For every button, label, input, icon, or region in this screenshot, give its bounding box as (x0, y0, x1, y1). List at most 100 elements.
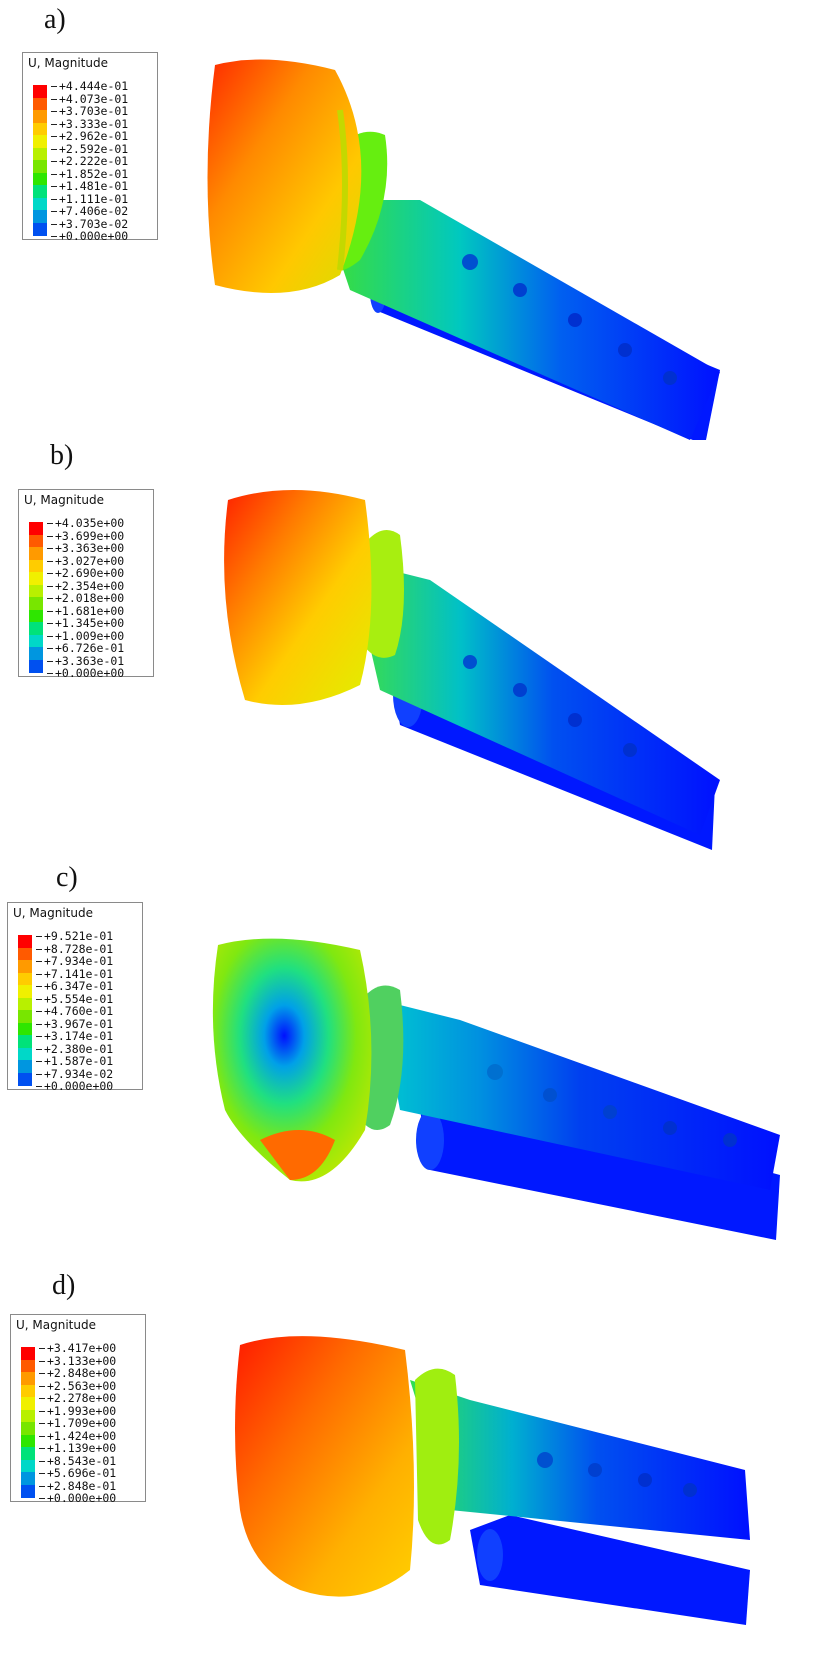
legend-color-band (18, 1060, 32, 1073)
tibial-implant-model (212, 938, 780, 1240)
legend-color-band (29, 572, 43, 585)
panel-label: a) (44, 4, 66, 35)
legend-value-label: +6.347e-01 (36, 980, 113, 992)
legend-color-band (18, 1022, 32, 1036)
legend-colorbar (33, 85, 47, 236)
panel-label: b) (50, 440, 74, 471)
legend-value-label: +0.000e+00 (39, 1492, 116, 1504)
legend-value-label: +2.848e+00 (39, 1367, 116, 1379)
legend-color-band (29, 634, 43, 648)
legend-value-label: +1.424e+00 (39, 1430, 116, 1442)
legend-color-band (33, 197, 47, 211)
legend-color-band (33, 222, 47, 236)
legend-color-band (33, 172, 47, 186)
legend-color-band (33, 160, 47, 173)
legend-color-band (29, 584, 43, 598)
legend-colorbar (18, 935, 32, 1086)
legend-color-band (18, 1010, 32, 1023)
legend-value-label: +1.139e+00 (39, 1442, 116, 1454)
legend-value-label: +0.000e+00 (51, 230, 128, 242)
tibial-implant-model (235, 1336, 750, 1625)
legend-value-label: +4.073e-01 (51, 93, 128, 105)
legend-value-label: +7.934e-01 (36, 955, 113, 967)
legend-value-label: +4.035e+00 (47, 517, 124, 529)
legend-color-band (29, 597, 43, 610)
legend-color-band (18, 960, 32, 973)
legend-color-band (33, 97, 47, 111)
legend-value-label: +2.563e+00 (39, 1380, 116, 1392)
legend-color-band (33, 110, 47, 123)
legend-value-label: +9.521e-01 (36, 930, 113, 942)
legend-color-band (29, 647, 43, 660)
legend-value-label: +2.690e+00 (47, 567, 124, 579)
legend-color-band (21, 1359, 35, 1373)
legend-color-band (18, 1047, 32, 1061)
legend-value-label: +2.592e-01 (51, 143, 128, 155)
legend-value-label: +3.027e+00 (47, 555, 124, 567)
legend-value-label: +1.587e-01 (36, 1055, 113, 1067)
legend-color-band (33, 135, 47, 148)
legend-value-label: +1.111e-01 (51, 193, 128, 205)
legend-color-band (21, 1347, 35, 1360)
legend-color-band (18, 997, 32, 1011)
legend-value-label: +0.000e+00 (47, 667, 124, 679)
legend-color-band (18, 972, 32, 986)
legend-color-band (21, 1434, 35, 1448)
legend-value-label: +1.009e+00 (47, 630, 124, 642)
legend-value-label: +6.726e-01 (47, 642, 124, 654)
legend-color-band (29, 609, 43, 623)
color-legend: U, Magnitude +4.035e+00 +3.699e+00 +3.363e… (18, 489, 154, 679)
color-legend: U, Magnitude +4.444e-01 +4.073e-01 +3.703e… (22, 52, 158, 242)
legend-color-band (33, 147, 47, 161)
legend-color-band (33, 122, 47, 136)
legend-value-label: +2.962e-01 (51, 130, 128, 142)
legend-value-label: +5.554e-01 (36, 993, 113, 1005)
legend-title: U, Magnitude (16, 1318, 96, 1332)
legend-color-band (29, 534, 43, 548)
panel-c: c) U, Magnitude +9.521e-01 +8.728e-01 +7.9… (0, 860, 829, 1270)
legend-value-label: +7.141e-01 (36, 968, 113, 980)
legend-color-band (18, 947, 32, 961)
legend-value-label: +3.363e-01 (47, 655, 124, 667)
legend-value-label: +8.543e-01 (39, 1455, 116, 1467)
legend-color-band (29, 659, 43, 673)
legend-color-band (18, 1035, 32, 1048)
legend-value-label: +2.278e+00 (39, 1392, 116, 1404)
legend-color-band (29, 559, 43, 573)
legend-color-band (21, 1372, 35, 1385)
legend-color-band (21, 1459, 35, 1473)
legend-color-band (29, 622, 43, 635)
legend-value-label: +3.174e-01 (36, 1030, 113, 1042)
legend-title: U, Magnitude (24, 493, 104, 507)
legend-color-band (33, 210, 47, 223)
legend-color-band (18, 935, 32, 948)
legend-value-label: +2.018e+00 (47, 592, 124, 604)
legend-value-label: +3.133e+00 (39, 1355, 116, 1367)
legend-value-label: +1.681e+00 (47, 605, 124, 617)
legend-color-band (21, 1484, 35, 1498)
legend-value-label: +3.333e-01 (51, 118, 128, 130)
legend-value-label: +2.380e-01 (36, 1043, 113, 1055)
panel-a: a) U, Magnitude +4.444e-01 +4.073e-01 +3.7… (0, 0, 829, 440)
legend-color-band (18, 1072, 32, 1086)
legend-colorbar (21, 1347, 35, 1498)
legend-value-label: +7.406e-02 (51, 205, 128, 217)
legend-value-label: +3.417e+00 (39, 1342, 116, 1354)
panel-label: d) (52, 1270, 76, 1301)
legend-value-label: +2.222e-01 (51, 155, 128, 167)
legend-value-label: +1.481e-01 (51, 180, 128, 192)
legend-color-band (33, 85, 47, 98)
legend-value-label: +5.696e-01 (39, 1467, 116, 1479)
tibial-implant-model (224, 490, 720, 850)
legend-title: U, Magnitude (13, 906, 93, 920)
legend-color-band (21, 1422, 35, 1435)
legend-value-label: +3.363e+00 (47, 542, 124, 554)
legend-value-label: +3.967e-01 (36, 1018, 113, 1030)
legend-value-label: +7.934e-02 (36, 1068, 113, 1080)
legend-value-label: +3.703e-02 (51, 218, 128, 230)
legend-value-label: +4.760e-01 (36, 1005, 113, 1017)
legend-color-band (21, 1472, 35, 1485)
legend-value-label: +1.345e+00 (47, 617, 124, 629)
legend-value-label: +4.444e-01 (51, 80, 128, 92)
legend-value-label: +2.354e+00 (47, 580, 124, 592)
